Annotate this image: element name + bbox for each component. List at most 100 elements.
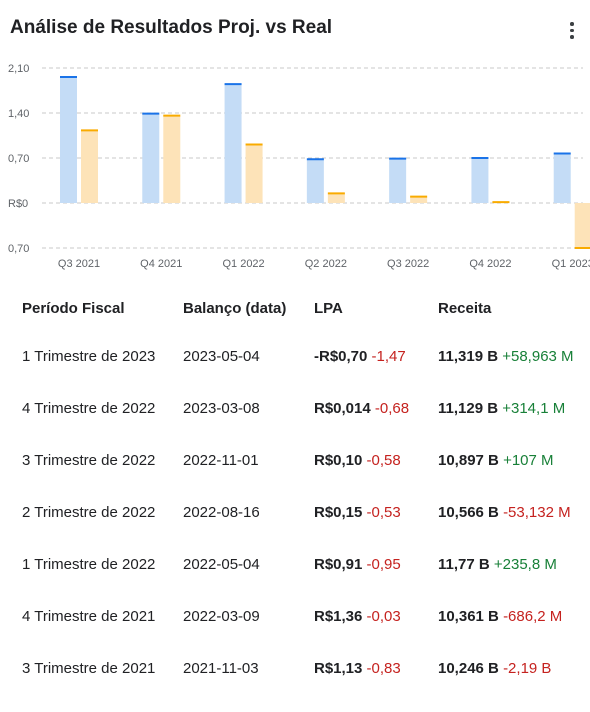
table-row: 3 Trimestre de 2022 2022-11-01 R$0,10 -0,5…	[22, 452, 588, 504]
date-cell: 2022-03-09	[183, 608, 314, 660]
header-date: Balanço (data)	[183, 300, 287, 317]
eps-surprise: -1,47	[371, 348, 406, 365]
header-revenue: Receita	[438, 300, 492, 317]
table-row: 1 Trimestre de 2023 2023-05-04 -R$0,70 -1,…	[22, 348, 588, 400]
date-text: 2022-05-04	[183, 556, 260, 573]
eps-cell: R$1,13 -0,83	[314, 660, 438, 712]
period-text: 4 Trimestre de 2022	[22, 400, 156, 417]
eps-cell: R$1,36 -0,03	[314, 608, 438, 660]
date-text: 2022-03-09	[183, 608, 260, 625]
projected-bar	[224, 84, 242, 203]
eps-cell: R$0,10 -0,58	[314, 452, 438, 504]
revenue-cell: 11,129 B +314,1 M	[438, 400, 588, 452]
eps-value: R$1,36	[314, 608, 363, 625]
eps-chart: 2,10 1,40 0,70 R$0 0,70 Q3 2021 Q4 2021 Q1 2022…	[8, 63, 590, 270]
revenue-surprise: -53,132 M	[503, 504, 571, 521]
projected-bar	[553, 153, 571, 203]
card-title: Análise de Resultados Proj. vs Real	[10, 17, 333, 38]
eps-value: R$0,014	[314, 400, 371, 417]
revenue-surprise: +235,8 M	[493, 556, 557, 573]
revenue-value: 11,129 B	[438, 400, 499, 417]
revenue-value: 10,361 B	[438, 608, 499, 625]
eps-value: R$0,15	[314, 504, 363, 521]
y-tick-label: 1,40	[8, 108, 29, 120]
revenue-value: 10,566 B	[438, 504, 499, 521]
date-text: 2022-11-01	[183, 452, 259, 469]
date-text: 2022-08-16	[183, 504, 260, 521]
y-tick-label: 2,10	[8, 63, 29, 75]
eps-value: R$1,13	[314, 660, 363, 677]
header-eps: LPA	[314, 300, 343, 317]
actual-bar	[163, 115, 181, 203]
header-period: Período Fiscal	[22, 300, 125, 317]
date-cell: 2021-11-03	[183, 660, 314, 712]
period-cell: 4 Trimestre de 2021	[22, 608, 183, 660]
actual-bar	[327, 193, 345, 203]
date-text: 2023-03-08	[183, 400, 260, 417]
projected-bar	[142, 113, 160, 203]
revenue-value: 10,246 B	[438, 660, 499, 677]
revenue-surprise: -2,19 B	[503, 660, 552, 677]
period-text: 3 Trimestre de 2021	[22, 660, 156, 677]
date-cell: 2023-03-08	[183, 400, 314, 452]
x-tick-label: Q2 2022	[305, 258, 347, 270]
actual-bar	[81, 130, 98, 203]
period-cell: 1 Trimestre de 2023	[22, 348, 183, 400]
period-text: 4 Trimestre de 2021	[22, 608, 156, 625]
period-cell: 4 Trimestre de 2022	[22, 400, 183, 452]
y-tick-label: R$0	[8, 198, 28, 210]
eps-value: -R$0,70	[314, 348, 368, 365]
actual-bar	[245, 144, 263, 203]
eps-cell: R$0,15 -0,53	[314, 504, 438, 556]
eps-surprise: -0,68	[374, 400, 410, 417]
actual-bar	[574, 203, 590, 248]
eps-surprise: -0,83	[366, 660, 401, 677]
x-tick-label: Q3 2022	[387, 258, 429, 270]
revenue-value: 10,897 B	[438, 452, 499, 469]
date-cell: 2022-08-16	[183, 504, 314, 556]
table-row: 4 Trimestre de 2022 2023-03-08 R$0,014 -0,…	[22, 400, 588, 452]
y-tick-label: 0,70	[8, 243, 29, 255]
table-row: 3 Trimestre de 2021 2021-11-03 R$1,13 -0,8…	[22, 660, 588, 712]
period-cell: 1 Trimestre de 2022	[22, 556, 183, 608]
x-tick-label: Q4 2021	[140, 258, 182, 270]
table-header-row: Período Fiscal Balanço (data) LPA Receit…	[22, 300, 588, 348]
eps-surprise: -0,58	[366, 452, 401, 469]
revenue-cell: 10,897 B +107 M	[438, 452, 588, 504]
revenue-cell: 10,246 B -2,19 B	[438, 660, 588, 712]
date-cell: 2022-11-01	[183, 452, 314, 504]
table-row: 2 Trimestre de 2022 2022-08-16 R$0,15 -0,5…	[22, 504, 588, 556]
revenue-cell: 10,566 B -53,132 M	[438, 504, 588, 556]
revenue-value: 11,77 B	[438, 556, 490, 573]
eps-cell: R$0,91 -0,95	[314, 556, 438, 608]
x-tick-label: Q1 2023	[552, 258, 590, 270]
table-row: 1 Trimestre de 2022 2022-05-04 R$0,91 -0,9…	[22, 556, 588, 608]
more-vert-icon[interactable]	[565, 16, 579, 40]
period-text: 1 Trimestre de 2022	[22, 556, 156, 573]
projected-bar	[471, 158, 489, 203]
y-tick-label: 0,70	[8, 153, 29, 165]
period-cell: 3 Trimestre de 2021	[22, 660, 183, 712]
actual-bar	[410, 196, 428, 203]
period-text: 2 Trimestre de 2022	[22, 504, 156, 521]
revenue-cell: 11,319 B +58,963 M	[438, 348, 588, 400]
period-text: 1 Trimestre de 2023	[22, 348, 156, 365]
table-row: 4 Trimestre de 2021 2022-03-09 R$1,36 -0,0…	[22, 608, 588, 660]
eps-surprise: -0,53	[366, 504, 401, 521]
period-cell: 3 Trimestre de 2022	[22, 452, 183, 504]
revenue-surprise: +58,963 M	[502, 348, 574, 365]
x-tick-label: Q3 2021	[58, 258, 100, 270]
x-tick-label: Q4 2022	[469, 258, 511, 270]
revenue-surprise: +314,1 M	[502, 400, 566, 417]
date-text: 2021-11-03	[183, 660, 259, 677]
eps-surprise: -0,03	[366, 608, 401, 625]
period-text: 3 Trimestre de 2022	[22, 452, 156, 469]
revenue-cell: 10,361 B -686,2 M	[438, 608, 588, 660]
revenue-surprise: -686,2 M	[503, 608, 563, 625]
table-body: 1 Trimestre de 2023 2023-05-04 -R$0,70 -1,…	[22, 348, 588, 712]
results-table: Período Fiscal Balanço (data) LPA Receit…	[22, 300, 588, 712]
date-cell: 2022-05-04	[183, 556, 314, 608]
card-header: Análise de Resultados Proj. vs Real	[10, 14, 585, 44]
date-cell: 2023-05-04	[183, 348, 314, 400]
projected-bar	[306, 159, 324, 203]
